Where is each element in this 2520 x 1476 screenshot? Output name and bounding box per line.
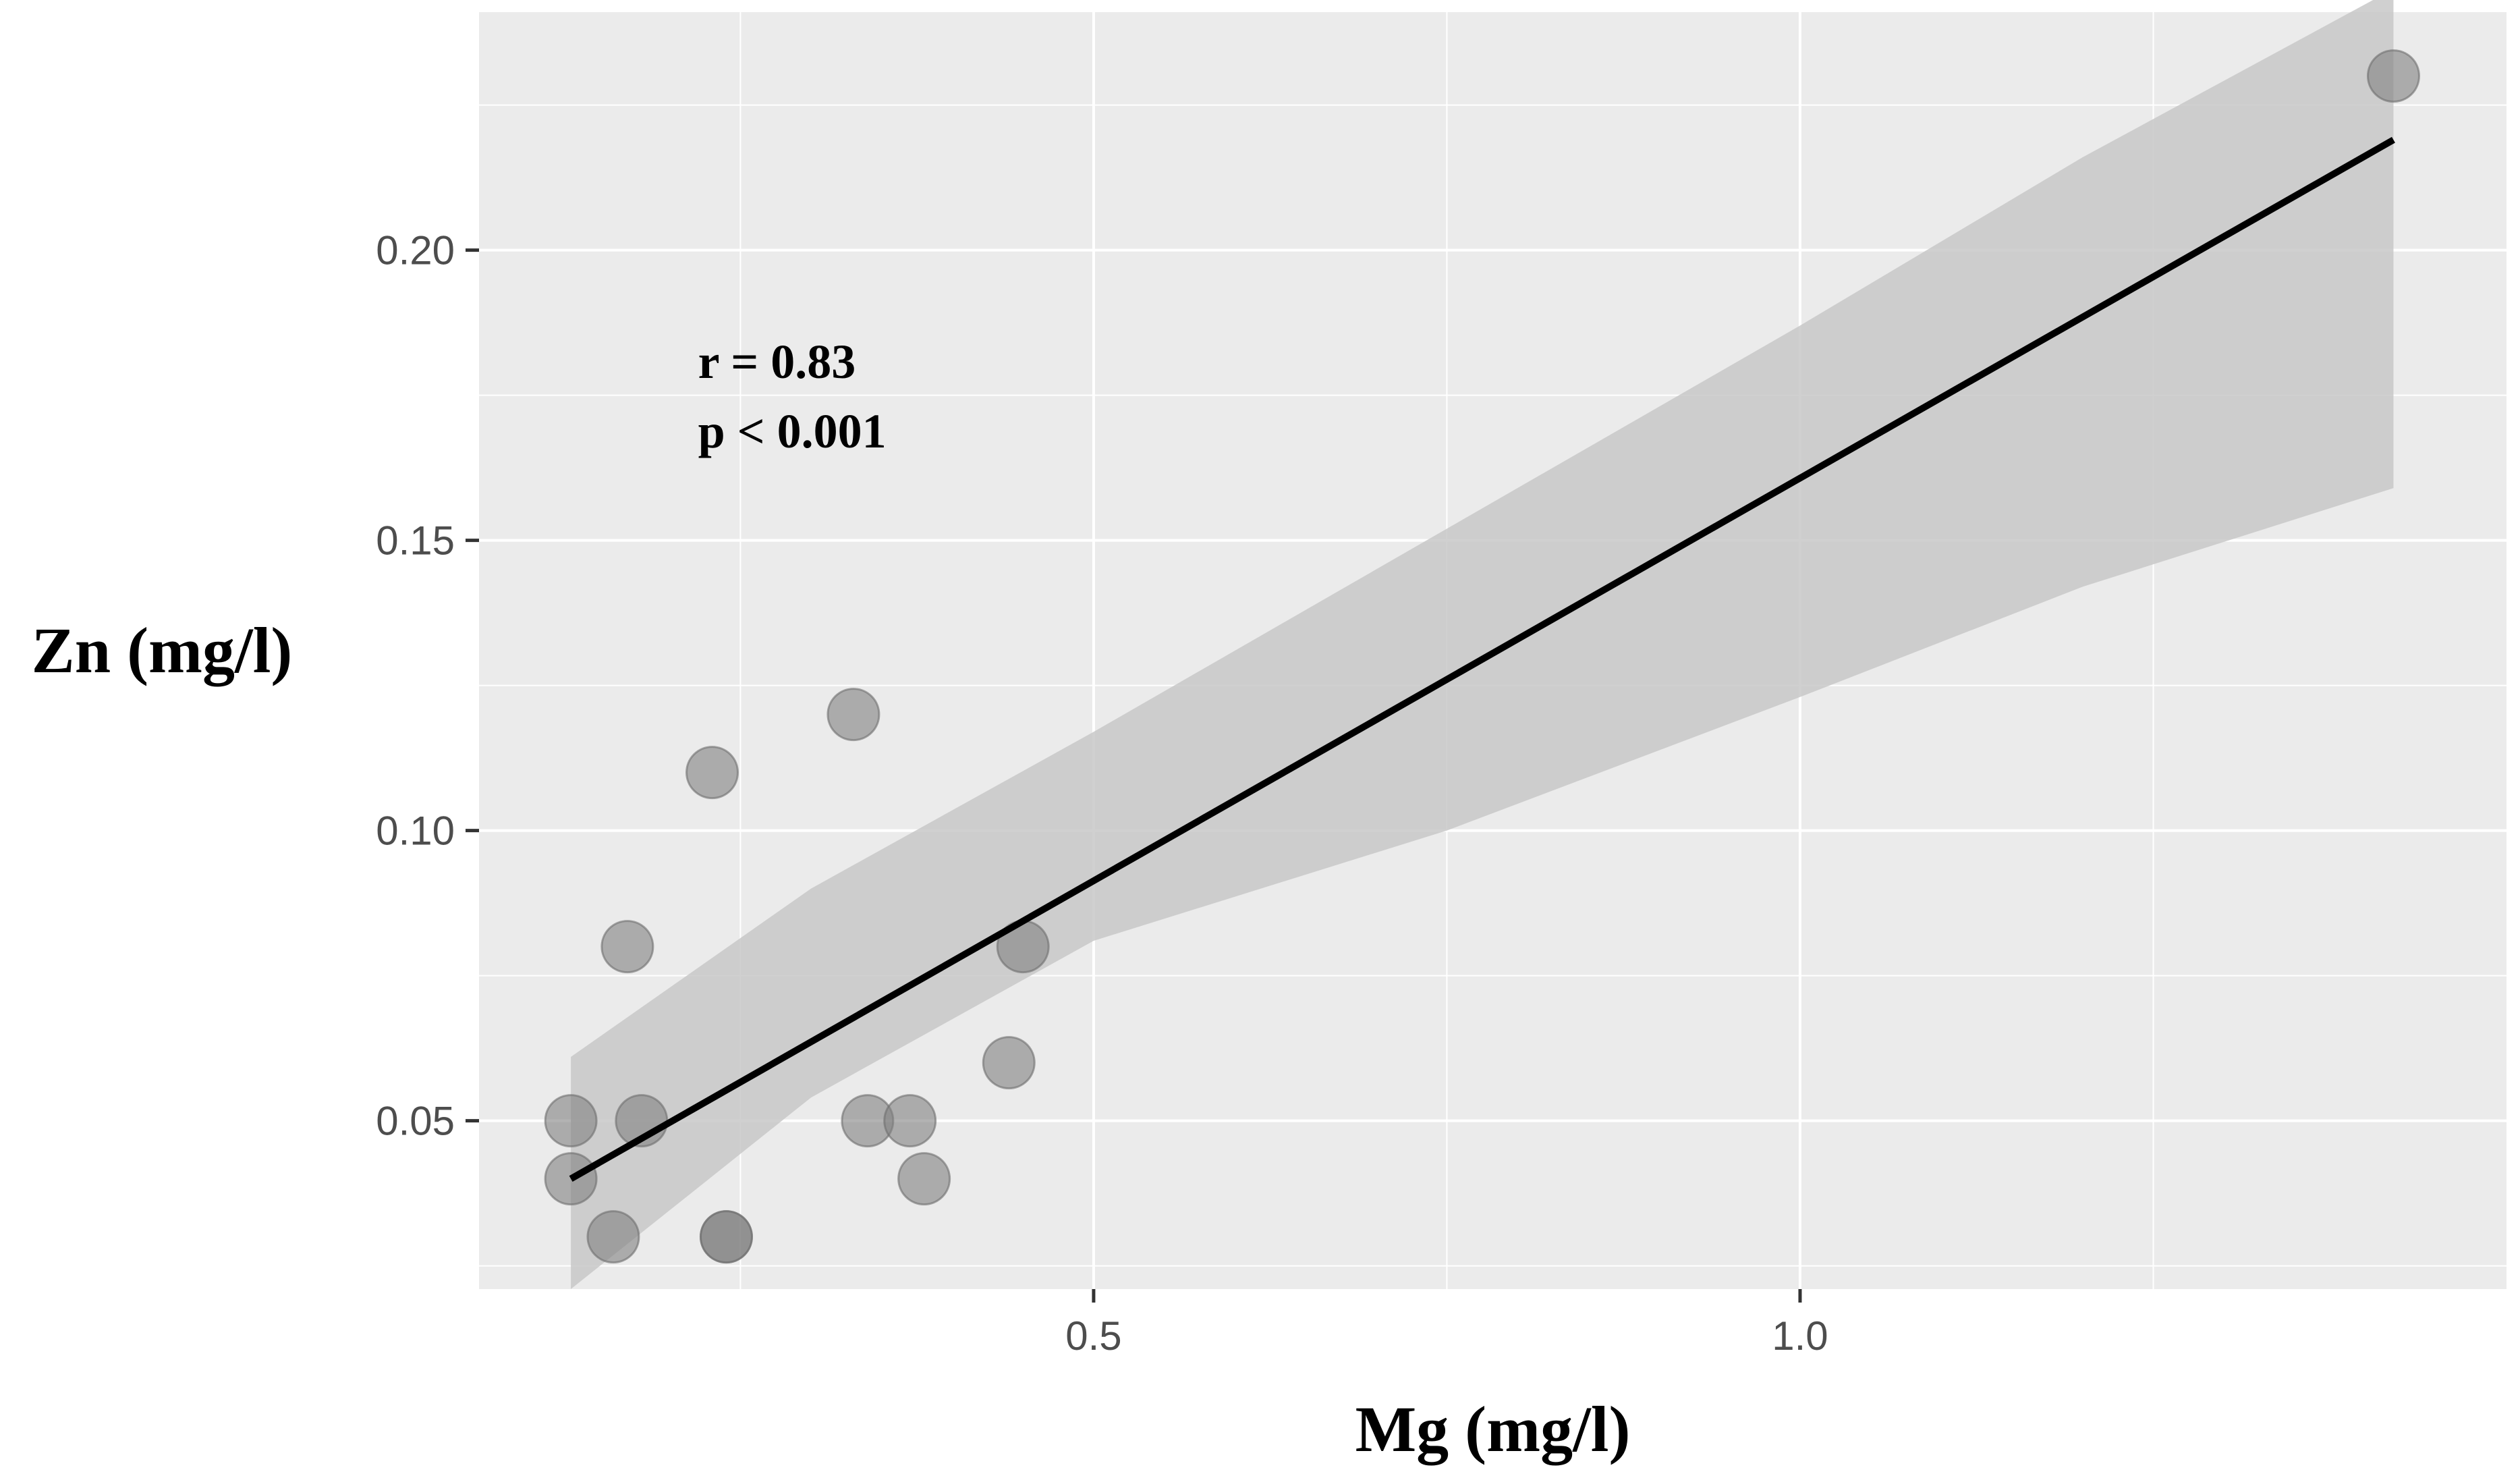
data-point bbox=[883, 1094, 937, 1148]
y-tick-label: 0.20 bbox=[376, 228, 455, 273]
data-point bbox=[982, 1036, 1036, 1090]
y-axis-title: Zn (mg/l) bbox=[32, 614, 293, 686]
x-tick-label: 1.0 bbox=[1772, 1313, 1828, 1359]
data-point bbox=[544, 1094, 598, 1148]
annotations: r = 0.83 p < 0.001 bbox=[698, 335, 887, 458]
stat-annotation: r = 0.83 bbox=[698, 335, 856, 389]
regression-line bbox=[569, 136, 2395, 1182]
data-point bbox=[699, 1210, 753, 1264]
x-tick-label: 0.5 bbox=[1065, 1313, 1121, 1359]
y-tick-label: 0.05 bbox=[376, 1099, 455, 1144]
x-axis: 0.5 1.0 bbox=[1065, 1289, 1828, 1359]
stat-annotation: p < 0.001 bbox=[698, 404, 887, 458]
y-tick-label: 0.10 bbox=[376, 809, 455, 854]
y-tick-label: 0.15 bbox=[376, 518, 455, 564]
y-axis: 0.05 0.10 0.15 0.20 bbox=[376, 228, 479, 1144]
x-axis-title: Mg (mg/l) bbox=[1355, 1393, 1631, 1465]
data-point bbox=[600, 920, 654, 974]
data-point bbox=[897, 1152, 951, 1206]
data-point bbox=[827, 688, 880, 742]
data-point bbox=[586, 1210, 640, 1264]
data-points bbox=[544, 49, 2420, 1264]
data-point bbox=[2366, 49, 2420, 103]
data-point bbox=[685, 746, 739, 800]
